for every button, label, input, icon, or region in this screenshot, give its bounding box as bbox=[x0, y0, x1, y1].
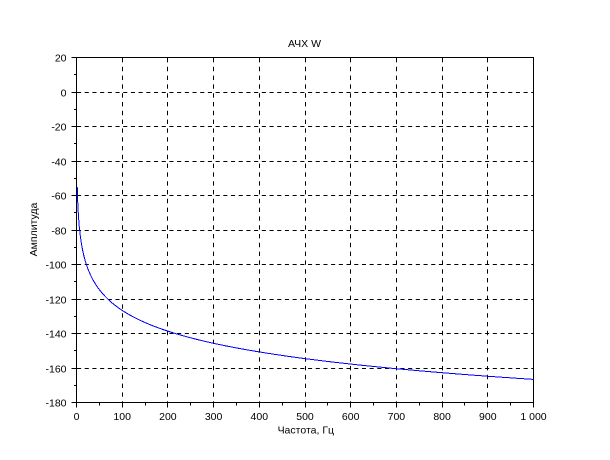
svg-text:-20: -20 bbox=[51, 122, 66, 134]
svg-text:-140: -140 bbox=[45, 329, 66, 341]
svg-text:500: 500 bbox=[296, 411, 314, 423]
svg-text:1 000: 1 000 bbox=[520, 411, 546, 423]
svg-text:0: 0 bbox=[61, 88, 67, 100]
svg-text:400: 400 bbox=[251, 411, 269, 423]
svg-text:900: 900 bbox=[479, 411, 497, 423]
svg-text:АЧХ W: АЧХ W bbox=[288, 38, 321, 50]
svg-text:20: 20 bbox=[55, 53, 67, 65]
svg-text:0: 0 bbox=[74, 411, 80, 423]
svg-text:-40: -40 bbox=[51, 157, 66, 169]
svg-text:-100: -100 bbox=[45, 260, 66, 272]
svg-text:600: 600 bbox=[342, 411, 360, 423]
svg-text:-80: -80 bbox=[51, 226, 66, 238]
svg-text:300: 300 bbox=[205, 411, 223, 423]
svg-text:200: 200 bbox=[159, 411, 177, 423]
svg-text:-120: -120 bbox=[45, 295, 66, 307]
svg-text:700: 700 bbox=[388, 411, 406, 423]
svg-text:100: 100 bbox=[113, 411, 131, 423]
svg-text:Частота, Гц: Частота, Гц bbox=[278, 424, 334, 436]
svg-text:-160: -160 bbox=[45, 364, 66, 376]
svg-text:Амплитуда: Амплитуда bbox=[28, 202, 40, 256]
svg-text:-180: -180 bbox=[45, 398, 66, 410]
svg-text:-60: -60 bbox=[51, 191, 66, 203]
svg-text:800: 800 bbox=[433, 411, 451, 423]
